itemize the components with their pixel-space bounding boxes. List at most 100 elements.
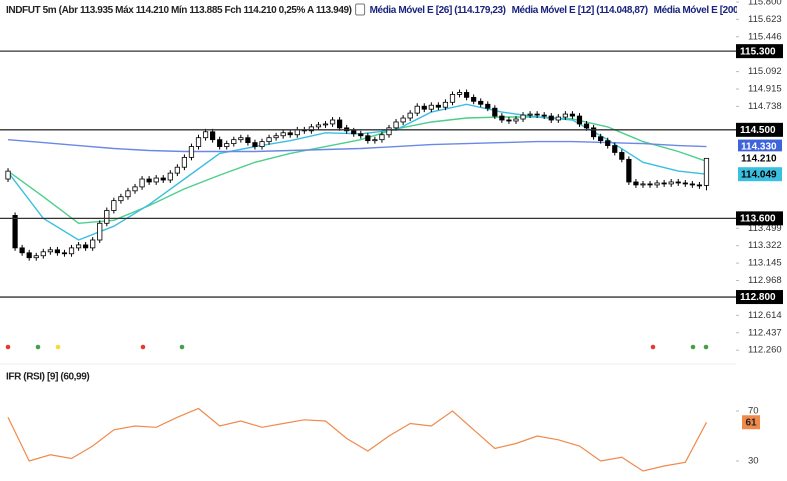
candle-body bbox=[111, 200, 117, 211]
candle-body bbox=[40, 251, 46, 257]
level-label: 114.500 bbox=[740, 125, 776, 136]
candle-body bbox=[513, 118, 519, 122]
y-tick-label: 70 bbox=[748, 406, 759, 417]
candle-body bbox=[499, 115, 505, 121]
level-label: 113.600 bbox=[740, 214, 776, 225]
candle-body bbox=[33, 255, 39, 259]
level-label-box bbox=[736, 122, 783, 137]
candle-body bbox=[583, 123, 590, 129]
y-tick-label: 113.145 bbox=[748, 258, 782, 269]
candle-body bbox=[598, 136, 604, 142]
candle-body bbox=[534, 113, 540, 116]
candle-body bbox=[329, 119, 336, 125]
y-tick-label: 112.614 bbox=[748, 310, 782, 321]
candle-body bbox=[217, 139, 223, 147]
candle-body bbox=[146, 178, 152, 183]
candle-body bbox=[47, 249, 53, 253]
candle-body bbox=[626, 158, 632, 183]
legend-icon bbox=[355, 3, 366, 16]
candle-body bbox=[435, 104, 441, 108]
candle-body bbox=[315, 124, 322, 128]
candle-body bbox=[605, 140, 611, 146]
candle-body bbox=[287, 132, 293, 136]
candle-body bbox=[224, 143, 230, 147]
candle-body bbox=[266, 137, 272, 143]
candle-body bbox=[668, 181, 674, 185]
header-text: INDFUT 5m (Abr 113.935 Máx 114.210 Mín 1… bbox=[6, 5, 770, 16]
candle-body bbox=[407, 112, 413, 119]
candle-body bbox=[104, 210, 110, 224]
candle-body bbox=[97, 222, 103, 241]
candle-body bbox=[273, 135, 279, 139]
candle-body bbox=[689, 183, 695, 186]
legend-entry: Média Móvel E [200] (114.3 bbox=[654, 5, 770, 16]
price-label-box bbox=[738, 167, 782, 182]
candle-body bbox=[612, 145, 618, 153]
y-tick-label: 30 bbox=[748, 456, 759, 467]
candle-body bbox=[68, 247, 75, 255]
level-label: 112.800 bbox=[740, 292, 776, 303]
level-label-box bbox=[736, 211, 783, 226]
price-label-box bbox=[738, 139, 782, 154]
candle-body bbox=[569, 113, 576, 117]
legend-entry: Média Móvel E [26] (114.179,23) bbox=[370, 5, 506, 16]
candle-body bbox=[231, 139, 237, 145]
signal-dot bbox=[55, 344, 61, 350]
y-tick-label: 114.915 bbox=[748, 84, 782, 95]
signal-dot bbox=[179, 344, 185, 350]
candle-body bbox=[174, 166, 180, 174]
candle-body bbox=[54, 249, 61, 254]
candle-body bbox=[633, 181, 639, 186]
signal-dot bbox=[650, 344, 656, 350]
price-label-box bbox=[738, 151, 782, 166]
rsi-title: IFR (RSI) [9] (60,99) bbox=[6, 372, 89, 383]
candle-body bbox=[365, 135, 371, 142]
candle-body bbox=[661, 182, 667, 185]
moving-average-line bbox=[7, 139, 707, 153]
candle-body bbox=[449, 94, 456, 103]
moving-average-line bbox=[7, 116, 707, 225]
candle-body bbox=[75, 244, 82, 249]
candle-body bbox=[195, 137, 202, 147]
candle-body bbox=[153, 177, 159, 183]
candle-body bbox=[442, 101, 449, 108]
y-tick-label: 112.437 bbox=[748, 327, 782, 338]
y-tick-label: 115.446 bbox=[748, 31, 782, 42]
candle-body bbox=[414, 105, 420, 114]
y-tick-label: 115.623 bbox=[748, 14, 782, 25]
candle-body bbox=[619, 152, 625, 160]
candle-body bbox=[19, 247, 25, 254]
candle-body bbox=[647, 183, 653, 186]
candle-body bbox=[83, 244, 89, 249]
candle-body bbox=[562, 113, 568, 118]
candle-body bbox=[703, 157, 710, 186]
candle-body bbox=[372, 139, 378, 142]
candle-body bbox=[308, 126, 314, 132]
candle-body bbox=[90, 239, 96, 249]
price-label: 114.330 bbox=[741, 142, 777, 153]
rsi-line bbox=[7, 407, 708, 472]
candle-body bbox=[322, 123, 329, 126]
signal-dot bbox=[703, 344, 709, 350]
candle-body bbox=[379, 134, 385, 141]
candle-body bbox=[26, 252, 32, 259]
candle-body bbox=[506, 119, 512, 122]
candle-body bbox=[428, 104, 434, 110]
header: INDFUT 5m (Abr 113.935 Máx 114.210 Mín 1… bbox=[6, 3, 770, 16]
y-tick-label: 115.800 bbox=[748, 0, 782, 7]
candle-body bbox=[520, 114, 526, 120]
candle-body bbox=[118, 196, 124, 202]
y-tick-label: 112.968 bbox=[748, 275, 782, 286]
signal-dot bbox=[690, 344, 696, 350]
candle-body bbox=[280, 132, 286, 137]
candle-body bbox=[464, 92, 470, 98]
candle-body bbox=[675, 181, 681, 184]
candle-body bbox=[132, 186, 138, 192]
candle-body bbox=[125, 190, 131, 198]
signal-dot bbox=[5, 344, 11, 350]
candle-body bbox=[167, 172, 173, 181]
level-label-box bbox=[736, 44, 783, 59]
candle-body bbox=[210, 131, 216, 141]
candle-body bbox=[259, 141, 265, 147]
